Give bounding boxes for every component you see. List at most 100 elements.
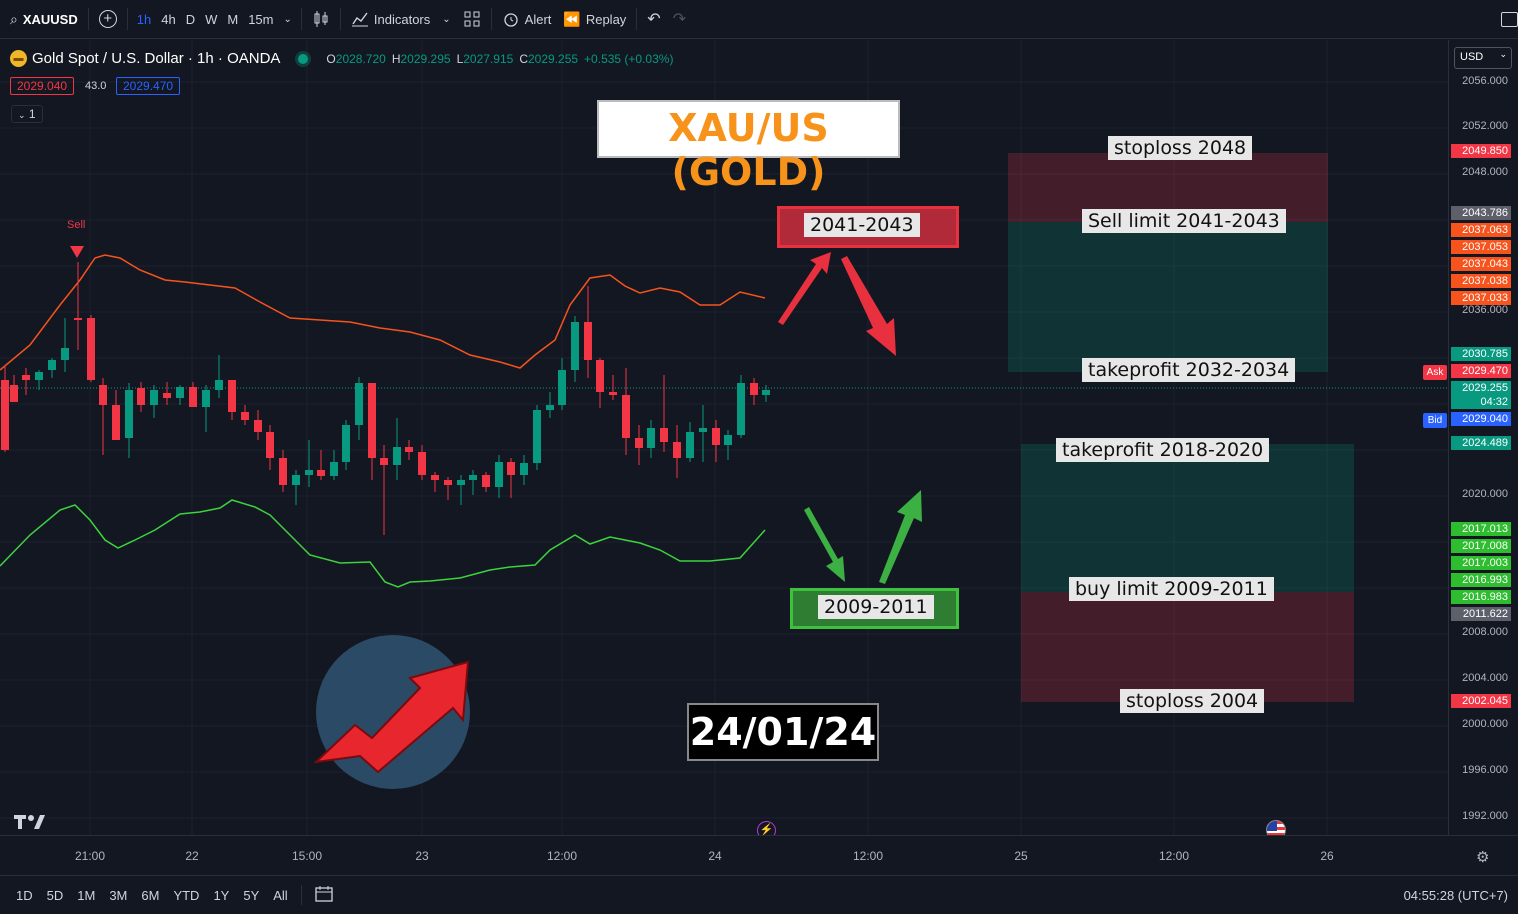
- candle-body: [635, 438, 643, 448]
- price-axis[interactable]: USD ⌄ 2056.000 2052.000 2048.000 2036.000 20…: [1448, 40, 1518, 835]
- buy-zone-box[interactable]: 2009-2011: [790, 588, 959, 629]
- clock-timezone[interactable]: 04:55:28 (UTC+7): [1403, 887, 1508, 903]
- compare-button[interactable]: +: [93, 0, 123, 39]
- candle-body: [305, 470, 313, 475]
- timeframe-1h[interactable]: 1h: [136, 11, 152, 27]
- replay-button[interactable]: ⏪ Replay: [557, 0, 632, 39]
- stoploss-bottom-label[interactable]: stoploss 2004: [1120, 689, 1265, 713]
- indicators-dropdown[interactable]: ⌄: [436, 0, 456, 39]
- chart-headline[interactable]: XAU/US (GOLD): [597, 100, 900, 194]
- price-tag: 2037.033: [1451, 291, 1511, 305]
- fullscreen-button[interactable]: [1495, 0, 1518, 39]
- ohlc-open: 2028.720: [335, 51, 386, 66]
- tradingview-logo[interactable]: [14, 812, 46, 835]
- candle-body: [495, 462, 503, 487]
- price-tag: 2043.786: [1451, 206, 1511, 220]
- sell-price-button[interactable]: 2029.040: [10, 77, 75, 95]
- candle-body: [35, 372, 43, 380]
- range-ytd[interactable]: YTD: [173, 887, 200, 903]
- ohlc-change: +0.535 (+0.03%): [584, 51, 674, 66]
- range-6m[interactable]: 6M: [141, 887, 160, 903]
- timeframe-4h[interactable]: 4h: [161, 11, 176, 27]
- candle-body: [150, 390, 158, 405]
- price-label: 2008.000: [1462, 626, 1508, 638]
- time-label: 24: [708, 849, 722, 863]
- goto-date-button[interactable]: [308, 885, 340, 906]
- candle-body: [330, 462, 338, 476]
- candle-body: [546, 405, 554, 410]
- date-box[interactable]: 24/01/24: [687, 703, 879, 761]
- range-1y[interactable]: 1Y: [213, 887, 230, 903]
- sell-zone-box[interactable]: 2041-2043: [777, 206, 959, 248]
- indicators-label: Indicators: [373, 11, 431, 27]
- timeframe-15m[interactable]: 15m: [248, 11, 274, 27]
- candle-body: [215, 380, 223, 390]
- candle-body: [596, 360, 604, 392]
- indicators-toggle[interactable]: ⌄ 1: [11, 105, 43, 123]
- buy-limit-label[interactable]: buy limit 2009-2011: [1069, 577, 1274, 601]
- timeframe-m[interactable]: M: [227, 11, 239, 27]
- candle-body: [189, 387, 197, 407]
- spread-value: 43.0: [85, 80, 107, 92]
- price-label: 1992.000: [1462, 810, 1508, 822]
- settings-icon[interactable]: ⚙: [1476, 849, 1490, 866]
- price-label: 2036.000: [1462, 304, 1508, 316]
- time-label: 25: [1014, 849, 1028, 863]
- chevron-down-icon: ⌄: [442, 13, 451, 25]
- time-label: 15:00: [291, 849, 323, 863]
- range-1m[interactable]: 1M: [77, 887, 96, 903]
- price-tag: 2024.489: [1451, 436, 1511, 450]
- takeprofit-sell-label[interactable]: takeprofit 2032-2034: [1082, 358, 1296, 382]
- arrow-down-red: [841, 256, 896, 356]
- trend-arrow-icon: [313, 660, 470, 774]
- chart-type-button[interactable]: [306, 0, 336, 39]
- alert-label: Alert: [524, 11, 552, 27]
- range-5y[interactable]: 5Y: [243, 887, 260, 903]
- timeframe-d[interactable]: D: [185, 11, 196, 27]
- us-flag-event-icon[interactable]: [1266, 820, 1286, 835]
- chevron-down-icon: ⌄: [1499, 49, 1507, 59]
- candle-body: [584, 322, 592, 360]
- timeframe-dropdown[interactable]: ⌄: [279, 0, 297, 39]
- alert-button[interactable]: Alert: [496, 0, 558, 39]
- symbol-search[interactable]: ⌕ XAUUSD: [0, 0, 84, 39]
- range-all[interactable]: All: [273, 887, 288, 903]
- range-5d[interactable]: 5D: [46, 887, 64, 903]
- timeframe-w[interactable]: W: [205, 11, 218, 27]
- stoploss-top-label[interactable]: stoploss 2048: [1108, 136, 1253, 160]
- price-label: 2004.000: [1462, 672, 1508, 684]
- layouts-button[interactable]: [457, 0, 487, 39]
- chart-pane[interactable]: ▬ Gold Spot / U.S. Dollar · 1h · OANDA O…: [0, 40, 1448, 835]
- undo-button[interactable]: ↶: [641, 0, 666, 39]
- currency-select[interactable]: USD ⌄: [1454, 47, 1512, 69]
- time-label: 12:00: [1158, 849, 1190, 863]
- sell-limit-label[interactable]: Sell limit 2041-2043: [1082, 209, 1286, 233]
- sell-marker-triangle: [70, 246, 84, 258]
- divider: [636, 8, 638, 30]
- arrow-up-green: [879, 490, 922, 584]
- upper-band-line: [0, 254, 766, 371]
- redo-button[interactable]: ↷: [667, 0, 692, 39]
- lightning-event-icon[interactable]: ⚡: [757, 821, 776, 835]
- candle-body: [74, 318, 82, 320]
- candle-body: [405, 447, 413, 452]
- range-1d[interactable]: 1D: [16, 887, 33, 903]
- candle-body: [254, 420, 262, 432]
- candle-body: [686, 432, 694, 458]
- chevron-down-icon: ⌄: [283, 13, 292, 25]
- buy-price-button[interactable]: 2029.470: [116, 77, 181, 95]
- range-3m[interactable]: 3M: [109, 887, 128, 903]
- square-icon: [1501, 11, 1518, 27]
- candle-body: [699, 428, 707, 432]
- indicators-button[interactable]: Indicators: [345, 0, 436, 39]
- takeprofit-buy-label[interactable]: takeprofit 2018-2020: [1056, 438, 1270, 462]
- time-axis[interactable]: 21:00 22 15:00 23 12:00 24 12:00 25 12:00 26 ⚙: [0, 835, 1518, 875]
- price-tag: 2017.008: [1451, 539, 1511, 553]
- price-label: 2056.000: [1462, 75, 1508, 87]
- ohlc-close-label: C: [519, 51, 528, 66]
- chart-title[interactable]: Gold Spot / U.S. Dollar · 1h · OANDA: [32, 50, 281, 67]
- candle-body: [724, 435, 732, 445]
- candle-body: [482, 475, 490, 487]
- divider: [87, 8, 89, 30]
